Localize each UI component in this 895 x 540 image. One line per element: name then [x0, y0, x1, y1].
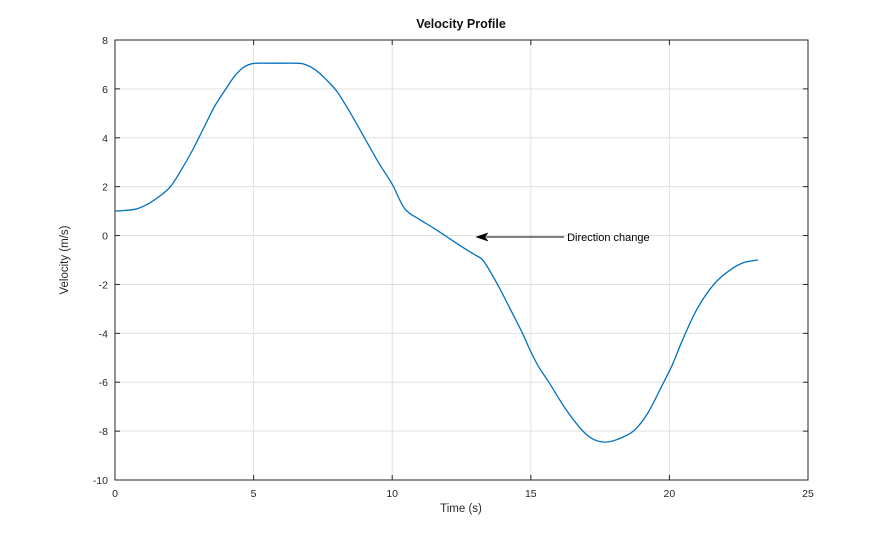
y-tick-label: -10	[93, 475, 108, 487]
annotation-arrowhead-icon	[475, 232, 489, 242]
y-tick-label: -8	[99, 426, 108, 438]
plot-box	[114, 39, 809, 481]
chart-title: Velocity Profile	[416, 17, 506, 31]
annotation-text: Direction change	[567, 232, 650, 244]
y-tick-label: 4	[102, 133, 108, 145]
x-tick-label: 20	[664, 488, 676, 500]
annotation-layer: Direction change	[475, 232, 650, 244]
x-axis-label: Time (s)	[440, 503, 482, 515]
data-layer	[114, 62, 759, 443]
y-tick-label: 2	[102, 182, 108, 194]
x-tick-label: 25	[802, 488, 814, 500]
x-tick-label: 0	[112, 488, 118, 500]
y-tick-label: -6	[99, 377, 108, 389]
x-tick-label: 5	[251, 488, 257, 500]
y-tick-label: 0	[102, 231, 108, 243]
x-tick-label: 10	[386, 488, 398, 500]
y-tick-label: 6	[102, 84, 108, 96]
y-axis-label: Velocity (m/s)	[59, 225, 71, 294]
axes-layer: 0 5 10 15 20 25 -10 -8 -6 -4 -2 0 2 4 6 8	[93, 35, 814, 500]
velocity-curve	[114, 62, 759, 443]
y-tick-label: -4	[99, 328, 108, 340]
y-tick-label: 8	[102, 35, 108, 47]
x-tick-label: 15	[525, 488, 537, 500]
y-tick-label: -2	[99, 279, 108, 291]
grid-layer	[115, 40, 808, 480]
